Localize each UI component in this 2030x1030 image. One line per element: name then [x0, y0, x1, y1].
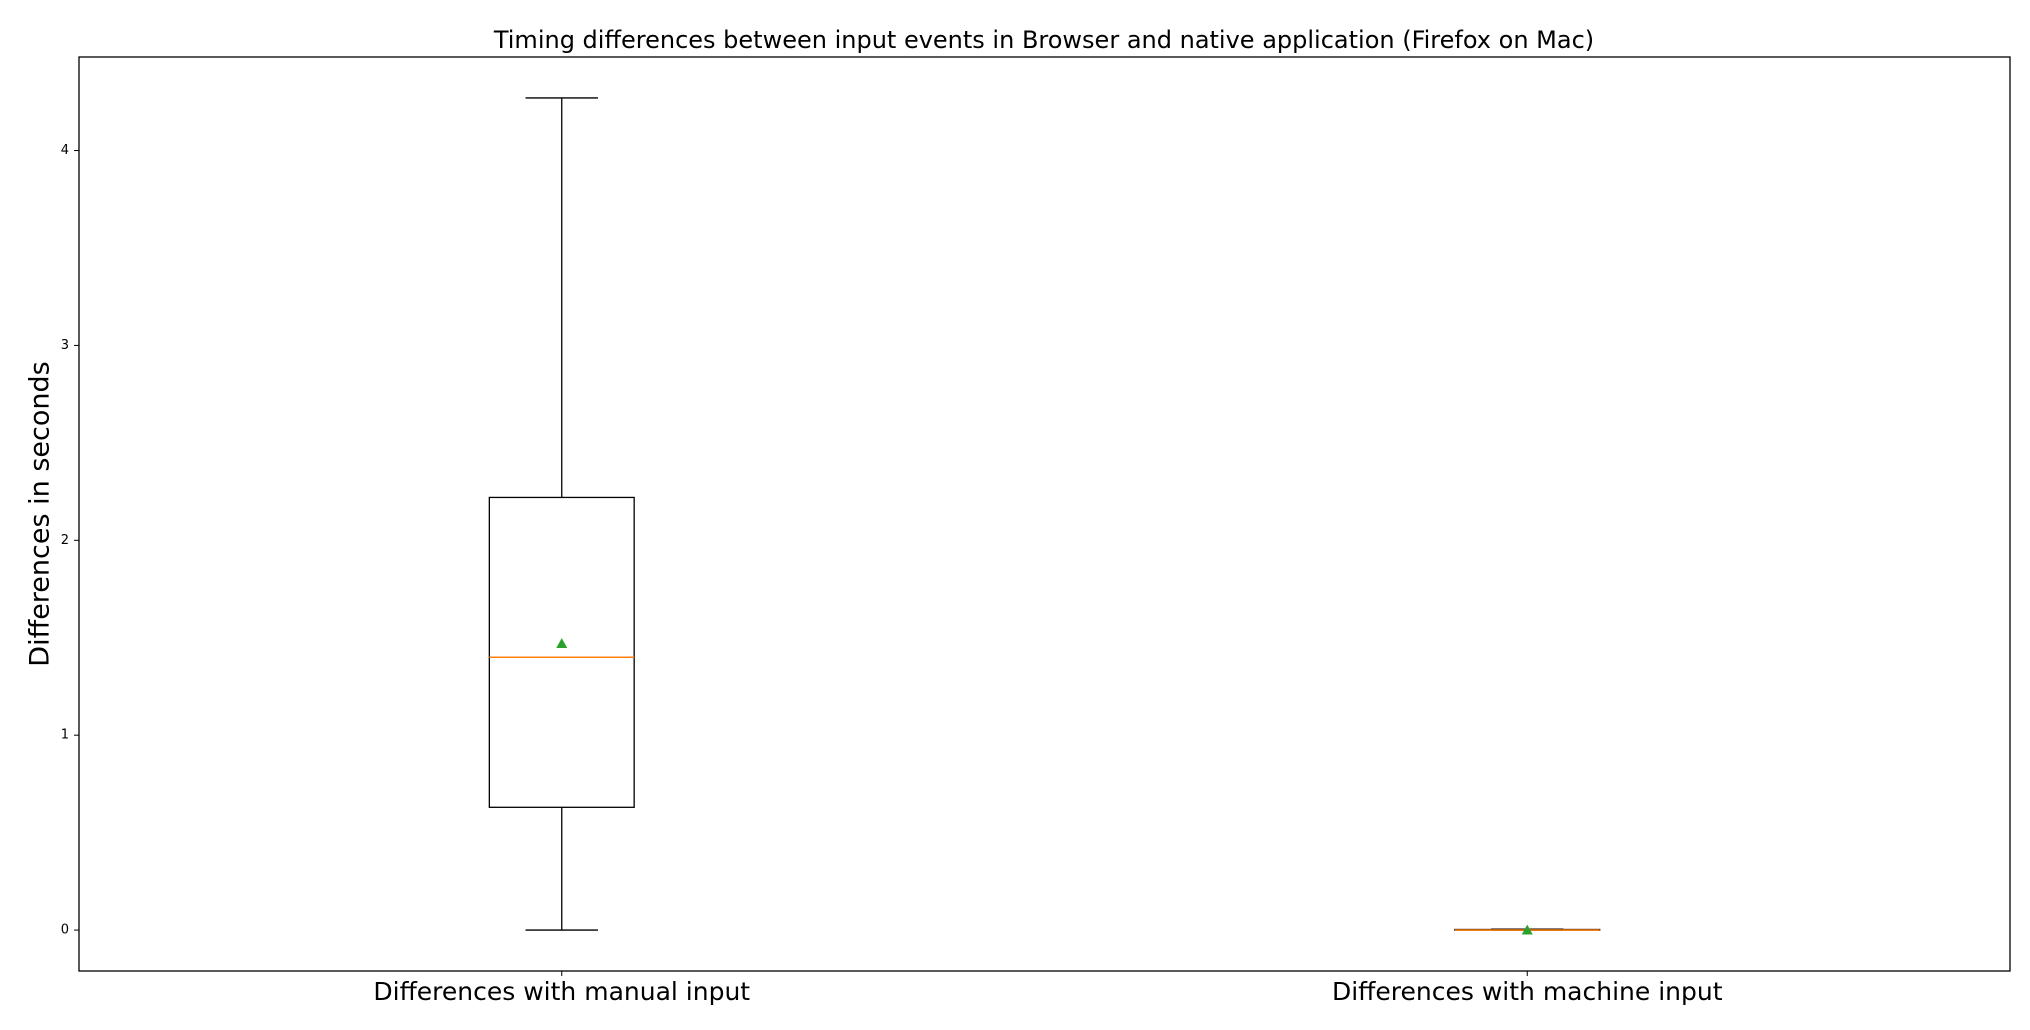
- mean-marker: [556, 638, 568, 648]
- chart-title: Timing differences between input events …: [493, 26, 1594, 54]
- plot-frame: [78, 56, 2011, 972]
- mean-marker: [1521, 924, 1533, 935]
- y-tick-label: 1: [61, 728, 69, 743]
- y-tick-label: 3: [61, 338, 69, 353]
- y-tick-label: 0: [61, 923, 69, 938]
- x-tick-label: Differences with machine input: [1332, 977, 1723, 1006]
- x-tick-label: Differences with manual input: [373, 977, 750, 1006]
- box: [488, 496, 635, 808]
- y-axis-label: Differences in seconds: [25, 361, 56, 666]
- y-tick-label: 4: [61, 143, 69, 158]
- y-tick-label: 2: [61, 533, 69, 548]
